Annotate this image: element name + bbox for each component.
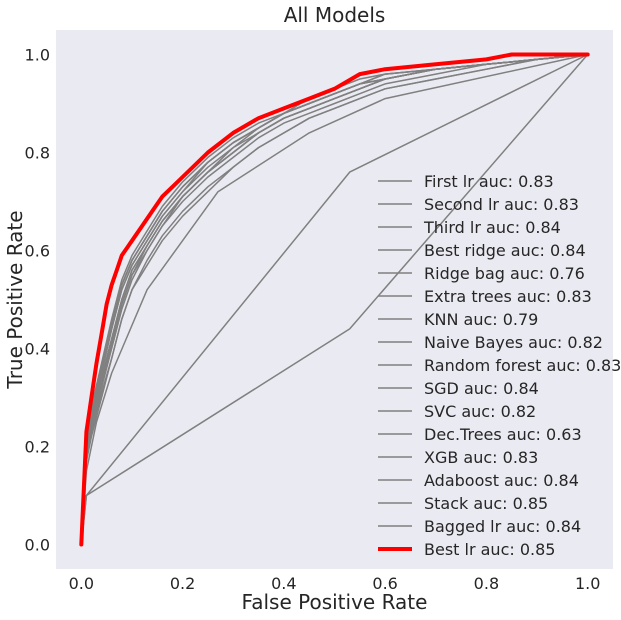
legend-entry: Ridge bag auc: 0.76 [424, 264, 585, 283]
plot-area [56, 30, 613, 569]
series-line [80, 53, 589, 546]
chart-title: All Models [284, 3, 386, 27]
highlight-series-line [79, 52, 590, 547]
legend-entry: Extra trees auc: 0.83 [424, 287, 592, 306]
legend-entry: Adaboost auc: 0.84 [424, 471, 579, 490]
series-line [80, 53, 589, 546]
x-axis-title: False Positive Rate [242, 590, 428, 614]
x-tick-label: 1.0 [575, 574, 600, 593]
x-tick-label: 0.4 [271, 574, 296, 593]
legend-entry: Dec.Trees auc: 0.63 [424, 425, 582, 444]
legend-entry: Best lr auc: 0.85 [424, 540, 555, 559]
series-lines [79, 52, 590, 547]
legend-entry: Second lr auc: 0.83 [424, 195, 579, 214]
legend-entry: KNN auc: 0.79 [424, 310, 538, 329]
x-tick-labels: 0.0 0.2 0.4 0.6 0.8 1.0 [69, 574, 601, 593]
x-tick-label: 0.6 [372, 574, 397, 593]
legend-entry: Naive Bayes auc: 0.82 [424, 333, 603, 352]
y-tick-label: 0.0 [25, 536, 50, 555]
y-axis-title: True Positive Rate [3, 210, 27, 389]
y-tick-label: 0.8 [25, 144, 50, 163]
series-line [80, 53, 589, 546]
legend-entry: Bagged lr auc: 0.84 [424, 517, 581, 536]
series-line [80, 53, 589, 546]
y-tick-labels: 0.0 0.2 0.4 0.6 0.8 1.0 [25, 46, 50, 555]
x-tick-label: 0.2 [170, 574, 195, 593]
y-tick-label: 0.6 [25, 242, 50, 261]
legend-entry: SGD auc: 0.84 [424, 379, 539, 398]
legend-entry: Random forest auc: 0.83 [424, 356, 621, 375]
series-line [80, 53, 589, 546]
x-tick-label: 0.8 [474, 574, 499, 593]
legend-entry: SVC auc: 0.82 [424, 402, 536, 421]
legend-entry: Best ridge auc: 0.84 [424, 241, 586, 260]
legend-entry: Stack auc: 0.85 [424, 494, 548, 513]
legend: First lr auc: 0.83 Second lr auc: 0.83 Thi… [378, 172, 621, 559]
legend-entry: First lr auc: 0.83 [424, 172, 554, 191]
y-tick-label: 1.0 [25, 46, 50, 65]
y-tick-label: 0.4 [25, 340, 50, 359]
y-tick-label: 0.2 [25, 438, 50, 457]
legend-entry: XGB auc: 0.83 [424, 448, 538, 467]
x-tick-label: 0.0 [69, 574, 94, 593]
legend-entry: Third lr auc: 0.84 [423, 218, 561, 237]
